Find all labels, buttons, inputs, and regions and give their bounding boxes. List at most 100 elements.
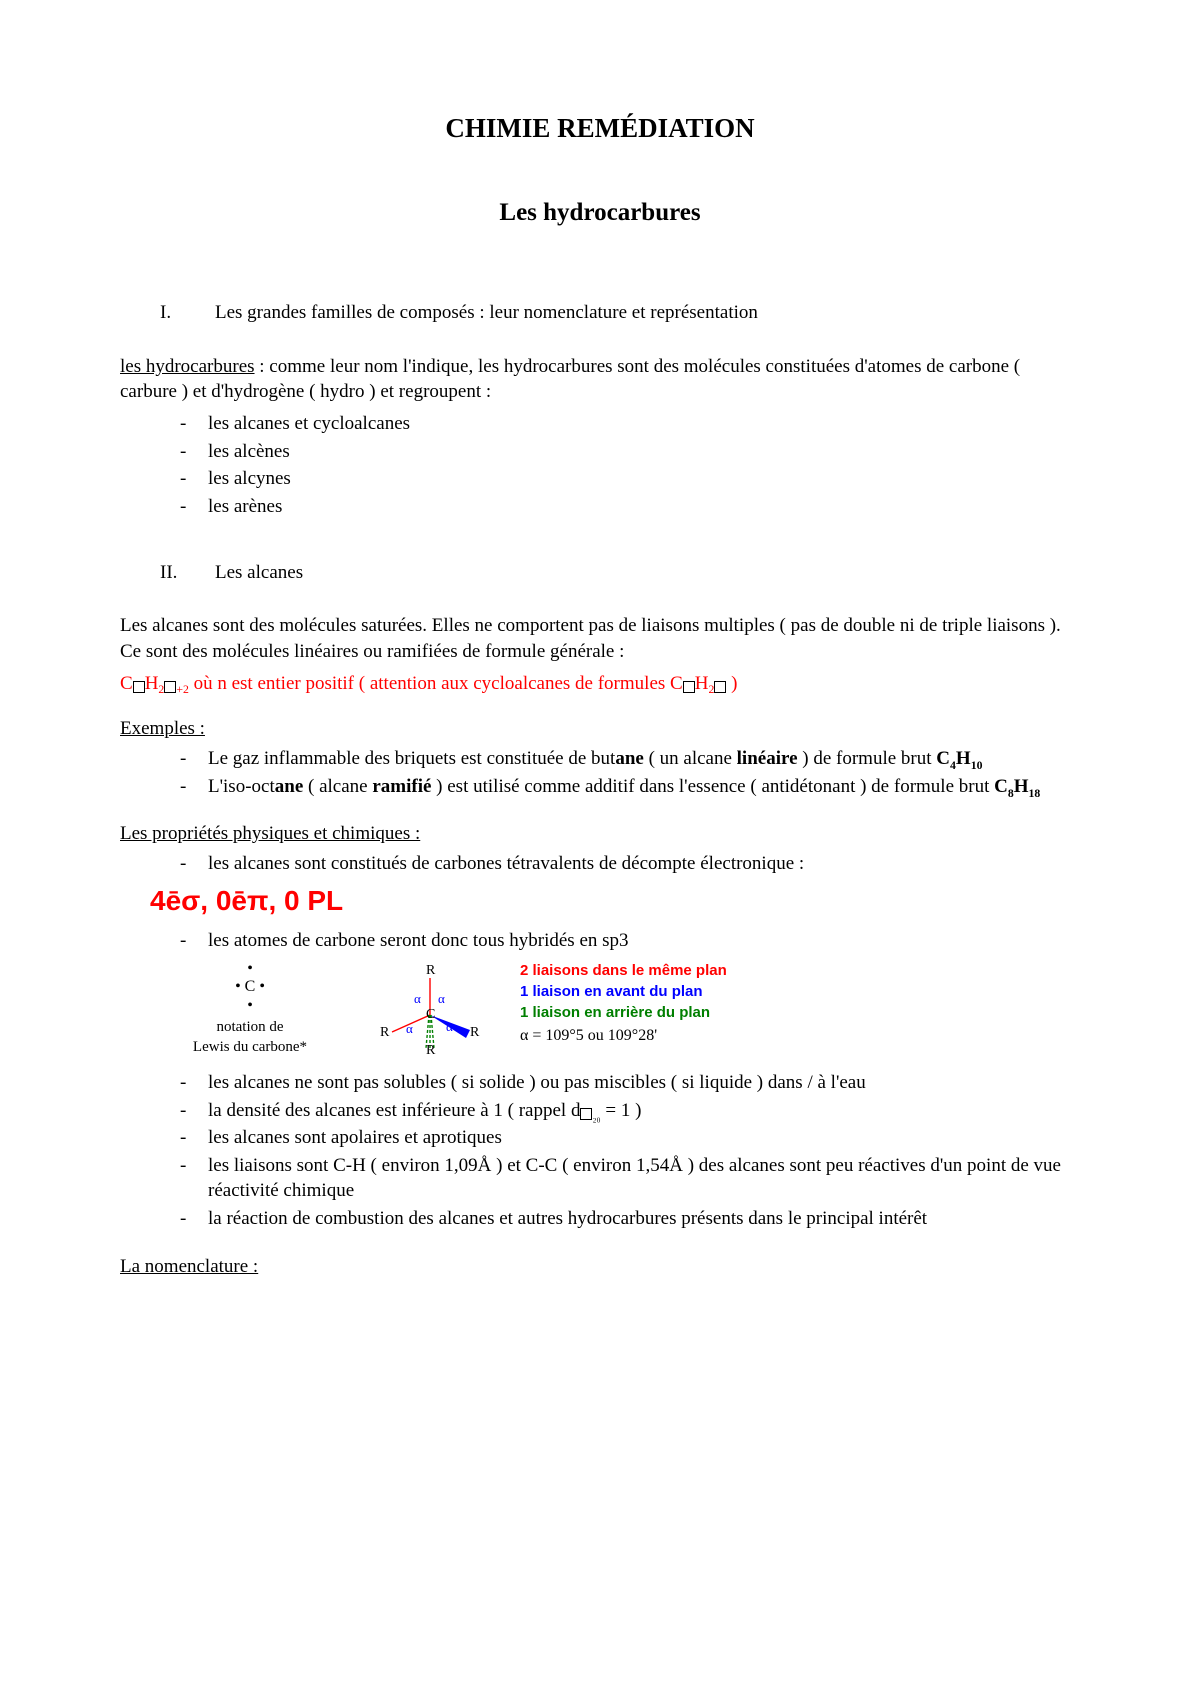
formula-rest: où n est entier positif ( attention aux … xyxy=(189,673,683,694)
bullet-text: les alcènes xyxy=(208,439,290,465)
nomenclature-label: La nomenclature : xyxy=(120,1254,1080,1280)
property-item: - les liaisons sont C-H ( environ 1,09Å … xyxy=(180,1153,1080,1204)
tetra-center: C xyxy=(426,1006,435,1025)
bullet-text: les alcanes et cycloalcanes xyxy=(208,411,410,437)
bullet-dash: - xyxy=(180,1206,208,1232)
property-item: - la densité des alcanes est inférieure … xyxy=(180,1098,1080,1124)
alcanes-paragraph: Les alcanes sont des molécules saturées.… xyxy=(120,613,1080,664)
bullet-dash: - xyxy=(180,851,208,877)
bullet-dash: - xyxy=(180,928,208,954)
bullet-text: les arènes xyxy=(208,494,282,520)
t: ( un alcane xyxy=(644,748,737,769)
t: Le gaz inflammable des briquets est cons… xyxy=(208,748,615,769)
list-item: -les alcènes xyxy=(180,439,1080,465)
property-text: les alcanes sont constitués de carbones … xyxy=(208,851,1080,877)
property-text: les atomes de carbone seront donc tous h… xyxy=(208,928,1080,954)
properties-label: Les propriétés physiques et chimiques : xyxy=(120,821,1080,847)
section-1-heading: I. Les grandes familles de composés : le… xyxy=(160,300,1080,326)
formula-end-paren: ) xyxy=(726,673,737,694)
t: = 1 ) xyxy=(601,1100,642,1121)
t: L'iso-oct xyxy=(208,776,275,797)
bullet-dash: - xyxy=(180,1098,208,1124)
property-text: les alcanes ne sont pas solubles ( si so… xyxy=(208,1070,1080,1096)
section-1-text: Les grandes familles de composés : leur … xyxy=(215,300,758,326)
tetra-R: R xyxy=(426,1042,435,1061)
bullet-dash: - xyxy=(180,494,208,520)
formula: C8H18 xyxy=(994,776,1040,797)
t: linéaire xyxy=(737,748,798,769)
list-item: -les arènes xyxy=(180,494,1080,520)
t: ( alcane xyxy=(303,776,372,797)
family-list: -les alcanes et cycloalcanes -les alcène… xyxy=(120,411,1080,520)
bullet-dash: - xyxy=(180,439,208,465)
tetra-alpha: α xyxy=(406,1020,413,1038)
formula-sub2: 2+2 xyxy=(158,683,188,696)
t: C xyxy=(994,776,1008,797)
properties-list: - les atomes de carbone seront donc tous… xyxy=(120,928,1080,954)
examples-list: - Le gaz inflammable des briquets est co… xyxy=(120,746,1080,799)
section-2-text: Les alcanes xyxy=(215,560,303,586)
property-item: - les alcanes ne sont pas solubles ( si … xyxy=(180,1070,1080,1096)
formula-end-sub1 xyxy=(683,683,695,696)
bullet-dash: - xyxy=(180,1153,208,1204)
example-item: - L'iso-octane ( alcane ramifié ) est ut… xyxy=(180,774,1080,800)
t: H xyxy=(1014,776,1029,797)
list-item: -les alcanes et cycloalcanes xyxy=(180,411,1080,437)
t: notation de xyxy=(216,1019,283,1035)
bullet-dash: - xyxy=(180,466,208,492)
lewis-dot-top: • xyxy=(180,960,320,978)
formula-sub xyxy=(133,683,145,696)
tetrahedral-carbon: C R R R R α α α α xyxy=(370,960,490,1055)
t: H xyxy=(956,748,971,769)
tetra-R: R xyxy=(380,1024,389,1043)
tetra-alpha: α xyxy=(446,1018,453,1036)
lewis-notation: • • C • • notation de Lewis du carbone* xyxy=(180,960,320,1058)
lewis-dot-mid: • C • xyxy=(180,978,320,996)
t: ) de formule brut xyxy=(798,748,937,769)
formula-end-sub2: 2 xyxy=(708,683,726,696)
intro-paragraph: les hydrocarbures : comme leur nom l'ind… xyxy=(120,354,1080,405)
legend-blue: 1 liaison en avant du plan xyxy=(520,981,727,1002)
section-2-number: II. xyxy=(160,560,215,586)
electron-count-red: 4ēσ, 0ēπ, 0 PL xyxy=(150,882,1080,920)
property-text: la réaction de combustion des alcanes et… xyxy=(208,1206,1080,1232)
t: C xyxy=(936,748,950,769)
property-item: - les atomes de carbone seront donc tous… xyxy=(180,928,1080,954)
lewis-dot-bot: • xyxy=(180,997,320,1015)
example-text: L'iso-octane ( alcane ramifié ) est util… xyxy=(208,774,1080,800)
example-text: Le gaz inflammable des briquets est cons… xyxy=(208,746,1080,772)
document-page: CHIMIE REMÉDIATION Les hydrocarbures I. … xyxy=(0,0,1200,1695)
formula: C4H10 xyxy=(936,748,982,769)
general-formula-red: CH2+2 où n est entier positif ( attentio… xyxy=(120,671,1080,697)
t: ane xyxy=(275,776,304,797)
t: ) est utilisé comme additif dans l'essen… xyxy=(431,776,994,797)
intro-rest: : comme leur nom l'indique, les hydrocar… xyxy=(120,356,1020,403)
diagram-legend: 2 liaisons dans le même plan 1 liaison e… xyxy=(520,960,727,1047)
bullet-dash: - xyxy=(180,411,208,437)
property-text: les liaisons sont C-H ( environ 1,09Å ) … xyxy=(208,1153,1080,1204)
lewis-label: notation de Lewis du carbone* xyxy=(180,1017,320,1058)
formula-C: C xyxy=(120,673,133,694)
section-2-heading: II. Les alcanes xyxy=(160,560,1080,586)
examples-label: Exemples : xyxy=(120,716,1080,742)
tetra-R: R xyxy=(470,1024,479,1043)
intro-underlined: les hydrocarbures xyxy=(120,356,255,377)
bullet-text: les alcynes xyxy=(208,466,291,492)
formula-end-H: H xyxy=(695,673,709,694)
property-item: - les alcanes sont apolaires et aprotiqu… xyxy=(180,1125,1080,1151)
example-item: - Le gaz inflammable des briquets est co… xyxy=(180,746,1080,772)
bullet-dash: - xyxy=(180,1070,208,1096)
properties-list: - les alcanes sont constitués de carbone… xyxy=(120,851,1080,877)
t: Lewis du carbone* xyxy=(193,1039,307,1055)
formula-H: H xyxy=(145,673,159,694)
section-1-number: I. xyxy=(160,300,215,326)
t: la densité des alcanes est inférieure à … xyxy=(208,1100,580,1121)
t: ane xyxy=(615,748,644,769)
t: ramifié xyxy=(372,776,431,797)
property-item: - les alcanes sont constitués de carbone… xyxy=(180,851,1080,877)
bullet-dash: - xyxy=(180,1125,208,1151)
tetra-alpha: α xyxy=(438,990,445,1008)
t: 18 xyxy=(1029,786,1041,799)
t: 10 xyxy=(971,759,983,772)
bullet-dash: - xyxy=(180,746,208,772)
